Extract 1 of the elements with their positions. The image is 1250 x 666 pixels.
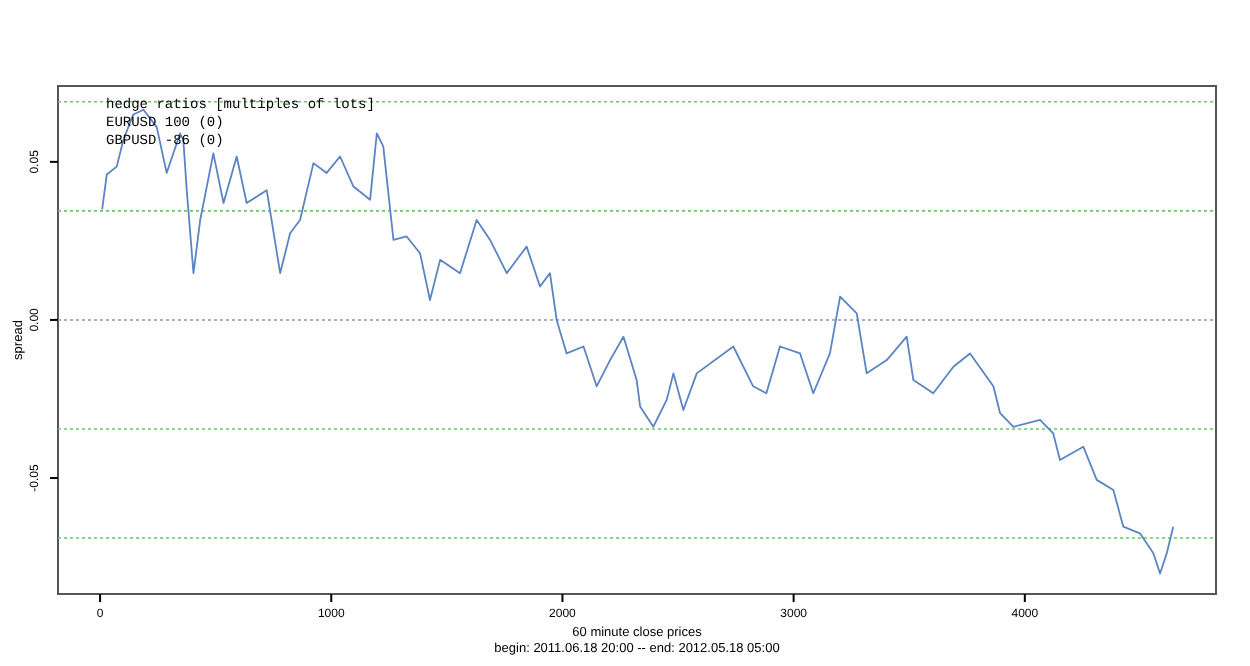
line-series <box>101 108 1175 575</box>
